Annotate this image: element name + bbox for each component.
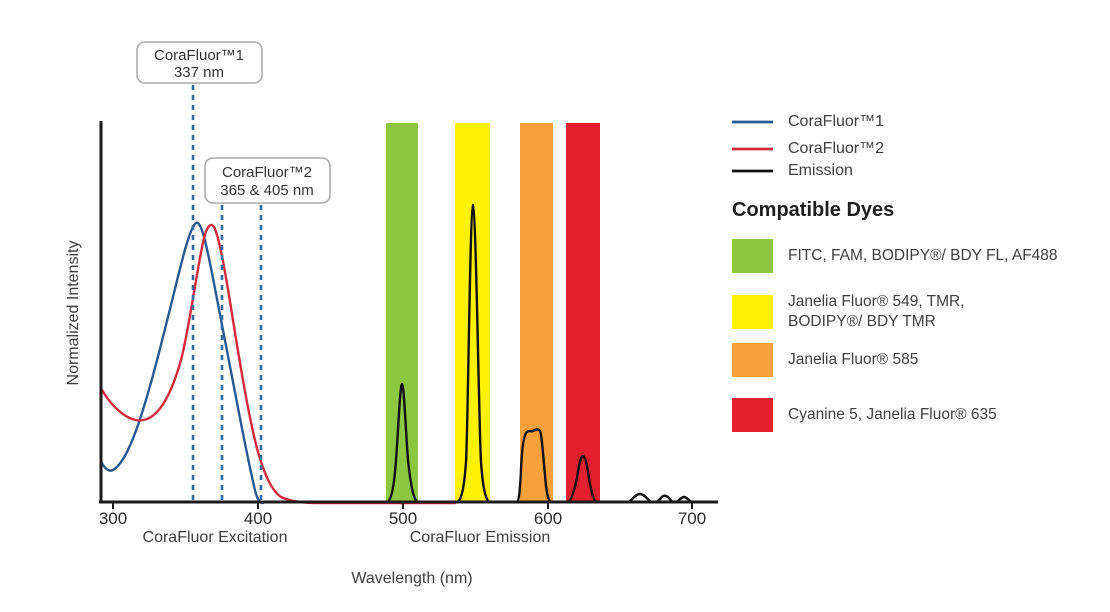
annotation-corafluor2-value: 365 & 405 nm (220, 182, 313, 199)
curve-corafluor1-excitation (100, 221, 265, 505)
x-tick-label-400: 400 (244, 509, 272, 528)
legend-and-dyes-panel: CoraFluor™1 CoraFluor™2 Emission Compati… (720, 0, 1110, 612)
annotation-corafluor2: CoraFluor™2 365 & 405 nm (204, 157, 331, 204)
compatible-dyes-heading: Compatible Dyes (732, 199, 895, 221)
dye-label-yellow-line2: BODIPY®/ BDY TMR (788, 312, 936, 330)
x-tick-label-600: 600 (534, 509, 562, 528)
dye-row-orange: Janelia Fluor® 585 (732, 343, 918, 377)
emission-line-icon (732, 169, 773, 173)
y-axis-title: Normalized Intensity (65, 241, 82, 386)
excitation-section-label: CoraFluor Excitation (143, 529, 288, 546)
legend-label-emission: Emission (788, 162, 853, 179)
dye-label-yellow: Janelia Fluor® 549, TMR, BODIPY®/ BDY TM… (788, 292, 965, 332)
x-axis-title: Wavelength (nm) (351, 570, 472, 587)
legend-label-corafluor2: CoraFluor™2 (788, 140, 885, 157)
annotation-corafluor2-box (204, 157, 331, 204)
corafluor2-line-icon (732, 147, 773, 151)
x-tick-label-300: 300 (99, 509, 127, 528)
corafluor1-line-icon (732, 120, 773, 124)
dye-row-green: FITC, FAM, BODIPY®/ BDY FL, AF488 (732, 239, 1058, 273)
dye-label-green: FITC, FAM, BODIPY®/ BDY FL, AF488 (788, 247, 1058, 265)
annotation-corafluor2-title: CoraFluor™2 (222, 164, 312, 181)
red-filter-swatch-icon (732, 398, 773, 432)
annotation-corafluor1-value: 337 nm (174, 64, 224, 81)
annotation-corafluor1: CoraFluor™1 337 nm (136, 41, 263, 84)
spectra-chart: 300 400 500 600 700 CoraFluor Excitation… (65, 41, 719, 587)
x-tick-label-500: 500 (389, 509, 417, 528)
dye-label-orange: Janelia Fluor® 585 (788, 351, 919, 369)
dye-label-red: Cyanine 5, Janelia Fluor® 635 (788, 406, 997, 424)
band-yellow (455, 123, 490, 502)
legend-item-corafluor2: CoraFluor™2 (732, 140, 884, 158)
band-red (566, 123, 600, 502)
dye-row-red: Cyanine 5, Janelia Fluor® 635 (732, 398, 997, 432)
band-orange (520, 123, 553, 502)
yellow-filter-swatch-icon (732, 294, 773, 329)
annotation-corafluor1-title: CoraFluor™1 (154, 47, 244, 64)
emission-section-label: CoraFluor Emission (410, 529, 550, 546)
legend-item-emission: Emission (732, 162, 853, 180)
band-green (386, 123, 418, 502)
annotation-corafluor1-box (136, 41, 263, 84)
dye-label-yellow-line1: Janelia Fluor® 549, TMR, (788, 293, 965, 310)
x-tick-label-700: 700 (678, 509, 706, 528)
green-filter-swatch-icon (732, 239, 773, 273)
curve-corafluor2-excitation (100, 223, 457, 505)
legend-item-corafluor1: CoraFluor™1 (732, 113, 884, 131)
legend-label-corafluor1: CoraFluor™1 (788, 113, 885, 130)
dye-row-yellow: Janelia Fluor® 549, TMR, BODIPY®/ BDY TM… (732, 292, 965, 332)
orange-filter-swatch-icon (732, 343, 773, 377)
